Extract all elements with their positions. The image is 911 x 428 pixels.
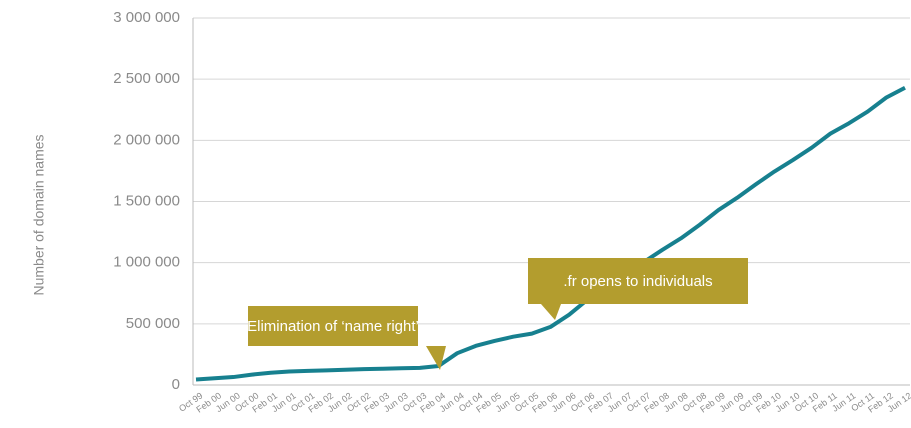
y-tick-label: 0 xyxy=(172,376,180,393)
y-tick-label: 2 500 000 xyxy=(113,70,180,87)
annotation-box xyxy=(528,258,748,304)
annotation-pointer xyxy=(541,304,561,320)
annotation: .fr opens to individuals xyxy=(528,258,748,320)
annotation: Elimination of ‘name right’ xyxy=(247,306,446,370)
y-tick-label: 1 500 000 xyxy=(113,192,180,209)
annotation-pointer xyxy=(426,346,446,370)
y-tick-label: 1 000 000 xyxy=(113,254,180,271)
y-tick-label: 3 000 000 xyxy=(113,9,180,26)
annotation-text: .fr opens to individuals xyxy=(563,273,712,290)
annotation-box xyxy=(248,306,418,346)
y-tick-label: 2 000 000 xyxy=(113,131,180,148)
annotation-text: Elimination of ‘name right’ xyxy=(247,318,419,335)
line xyxy=(195,85,906,382)
y-tick-label: 500 000 xyxy=(126,315,180,332)
y-axis-label: Number of domain names xyxy=(31,134,47,295)
